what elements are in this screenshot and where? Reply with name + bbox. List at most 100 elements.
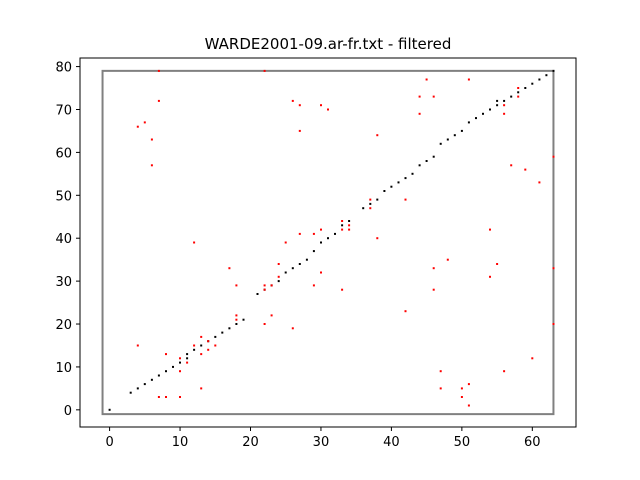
aligned-point [298,263,301,265]
filtered-point [165,396,167,398]
aligned-point [524,87,527,89]
filtered-point [150,164,153,167]
filtered-point [552,323,555,325]
filtered-point [320,104,322,107]
filtered-point [143,121,146,124]
filtered-point [263,323,266,325]
aligned-point [439,142,442,145]
filtered-point [432,288,435,291]
filtered-point [291,327,294,330]
filtered-point [489,275,491,278]
aligned-point [418,164,421,167]
filtered-point [446,258,449,261]
filtered-point [298,232,301,235]
aligned-point [242,318,245,321]
filtered-point [510,164,513,167]
filtered-point [369,198,372,201]
filtered-point [214,344,217,347]
aligned-point [200,344,203,347]
filtered-point [460,396,463,398]
filtered-point [150,138,153,141]
aligned-point [334,232,336,235]
filtered-point [341,228,344,231]
x-tick-label: 30 [313,435,330,450]
aligned-point [228,327,231,330]
filtered-point [348,228,351,231]
filtered-point [277,263,280,265]
aligned-point [489,108,491,111]
aligned-point [341,224,344,227]
aligned-point [383,190,386,192]
aligned-point [129,391,132,394]
aligned-point [327,237,329,240]
filtered-point [235,314,238,317]
filtered-point [186,361,189,364]
filtered-point [425,78,428,81]
filtered-point [418,95,421,98]
filtered-point [517,95,520,98]
filtered-point [467,78,470,81]
filtered-point [503,112,506,115]
filtered-point [235,318,238,321]
aligned-point [291,267,294,270]
aligned-point [432,155,435,158]
filtered-point [489,228,491,231]
filtered-point [538,181,541,184]
aligned-point [425,160,428,162]
aligned-point [545,74,548,77]
aligned-point [510,95,513,98]
aligned-point [348,220,351,222]
aligned-point [186,353,189,356]
filtered-point [157,396,160,398]
aligned-point [108,408,111,411]
x-tick-label: 20 [242,435,259,450]
filtered-point [432,95,435,98]
x-tick-label: 10 [172,435,189,450]
filtered-point [320,228,322,231]
filtered-point [207,348,210,351]
filtered-point [270,284,273,287]
aligned-point [214,335,217,338]
filtered-point [179,370,181,373]
y-tick-label: 80 [55,61,72,76]
aligned-point [143,383,146,386]
filtered-point [284,241,287,244]
aligned-point [446,138,449,141]
filtered-point [503,370,506,373]
x-tick-label: 40 [383,435,400,450]
y-tick-label: 10 [55,361,72,376]
bounding-box [101,69,555,416]
aligned-point [136,387,139,390]
filtered-point [207,340,210,343]
filtered-point [369,207,372,210]
filtered-point [263,69,266,72]
filtered-point [467,383,470,386]
aligned-point [503,99,506,102]
aligned-point [467,121,470,124]
aligned-point [256,293,259,295]
y-tick-label: 0 [64,404,72,419]
aligned-point [460,129,463,132]
aligned-point [312,250,315,253]
chart-title: WARDE2001-09.ar-fr.txt - filtered [205,35,452,53]
aligned-point [453,134,456,137]
filtered-point [165,353,167,356]
filtered-point [298,129,301,132]
filtered-point [320,271,322,274]
filtered-point [517,87,520,89]
filtered-point [193,241,196,244]
aligned-point [552,69,555,72]
y-tick-label: 30 [55,275,72,290]
y-tick-label: 40 [55,232,72,247]
filtered-point [157,99,160,102]
filtered-point [263,284,266,287]
aligned-point [369,202,372,205]
filtered-point [327,108,329,111]
aligned-point [193,348,196,351]
aligned-point [538,78,541,81]
filtered-point [179,357,181,360]
filtered-point [376,237,379,240]
filtered-point [193,344,196,347]
aligned-point [404,177,407,180]
